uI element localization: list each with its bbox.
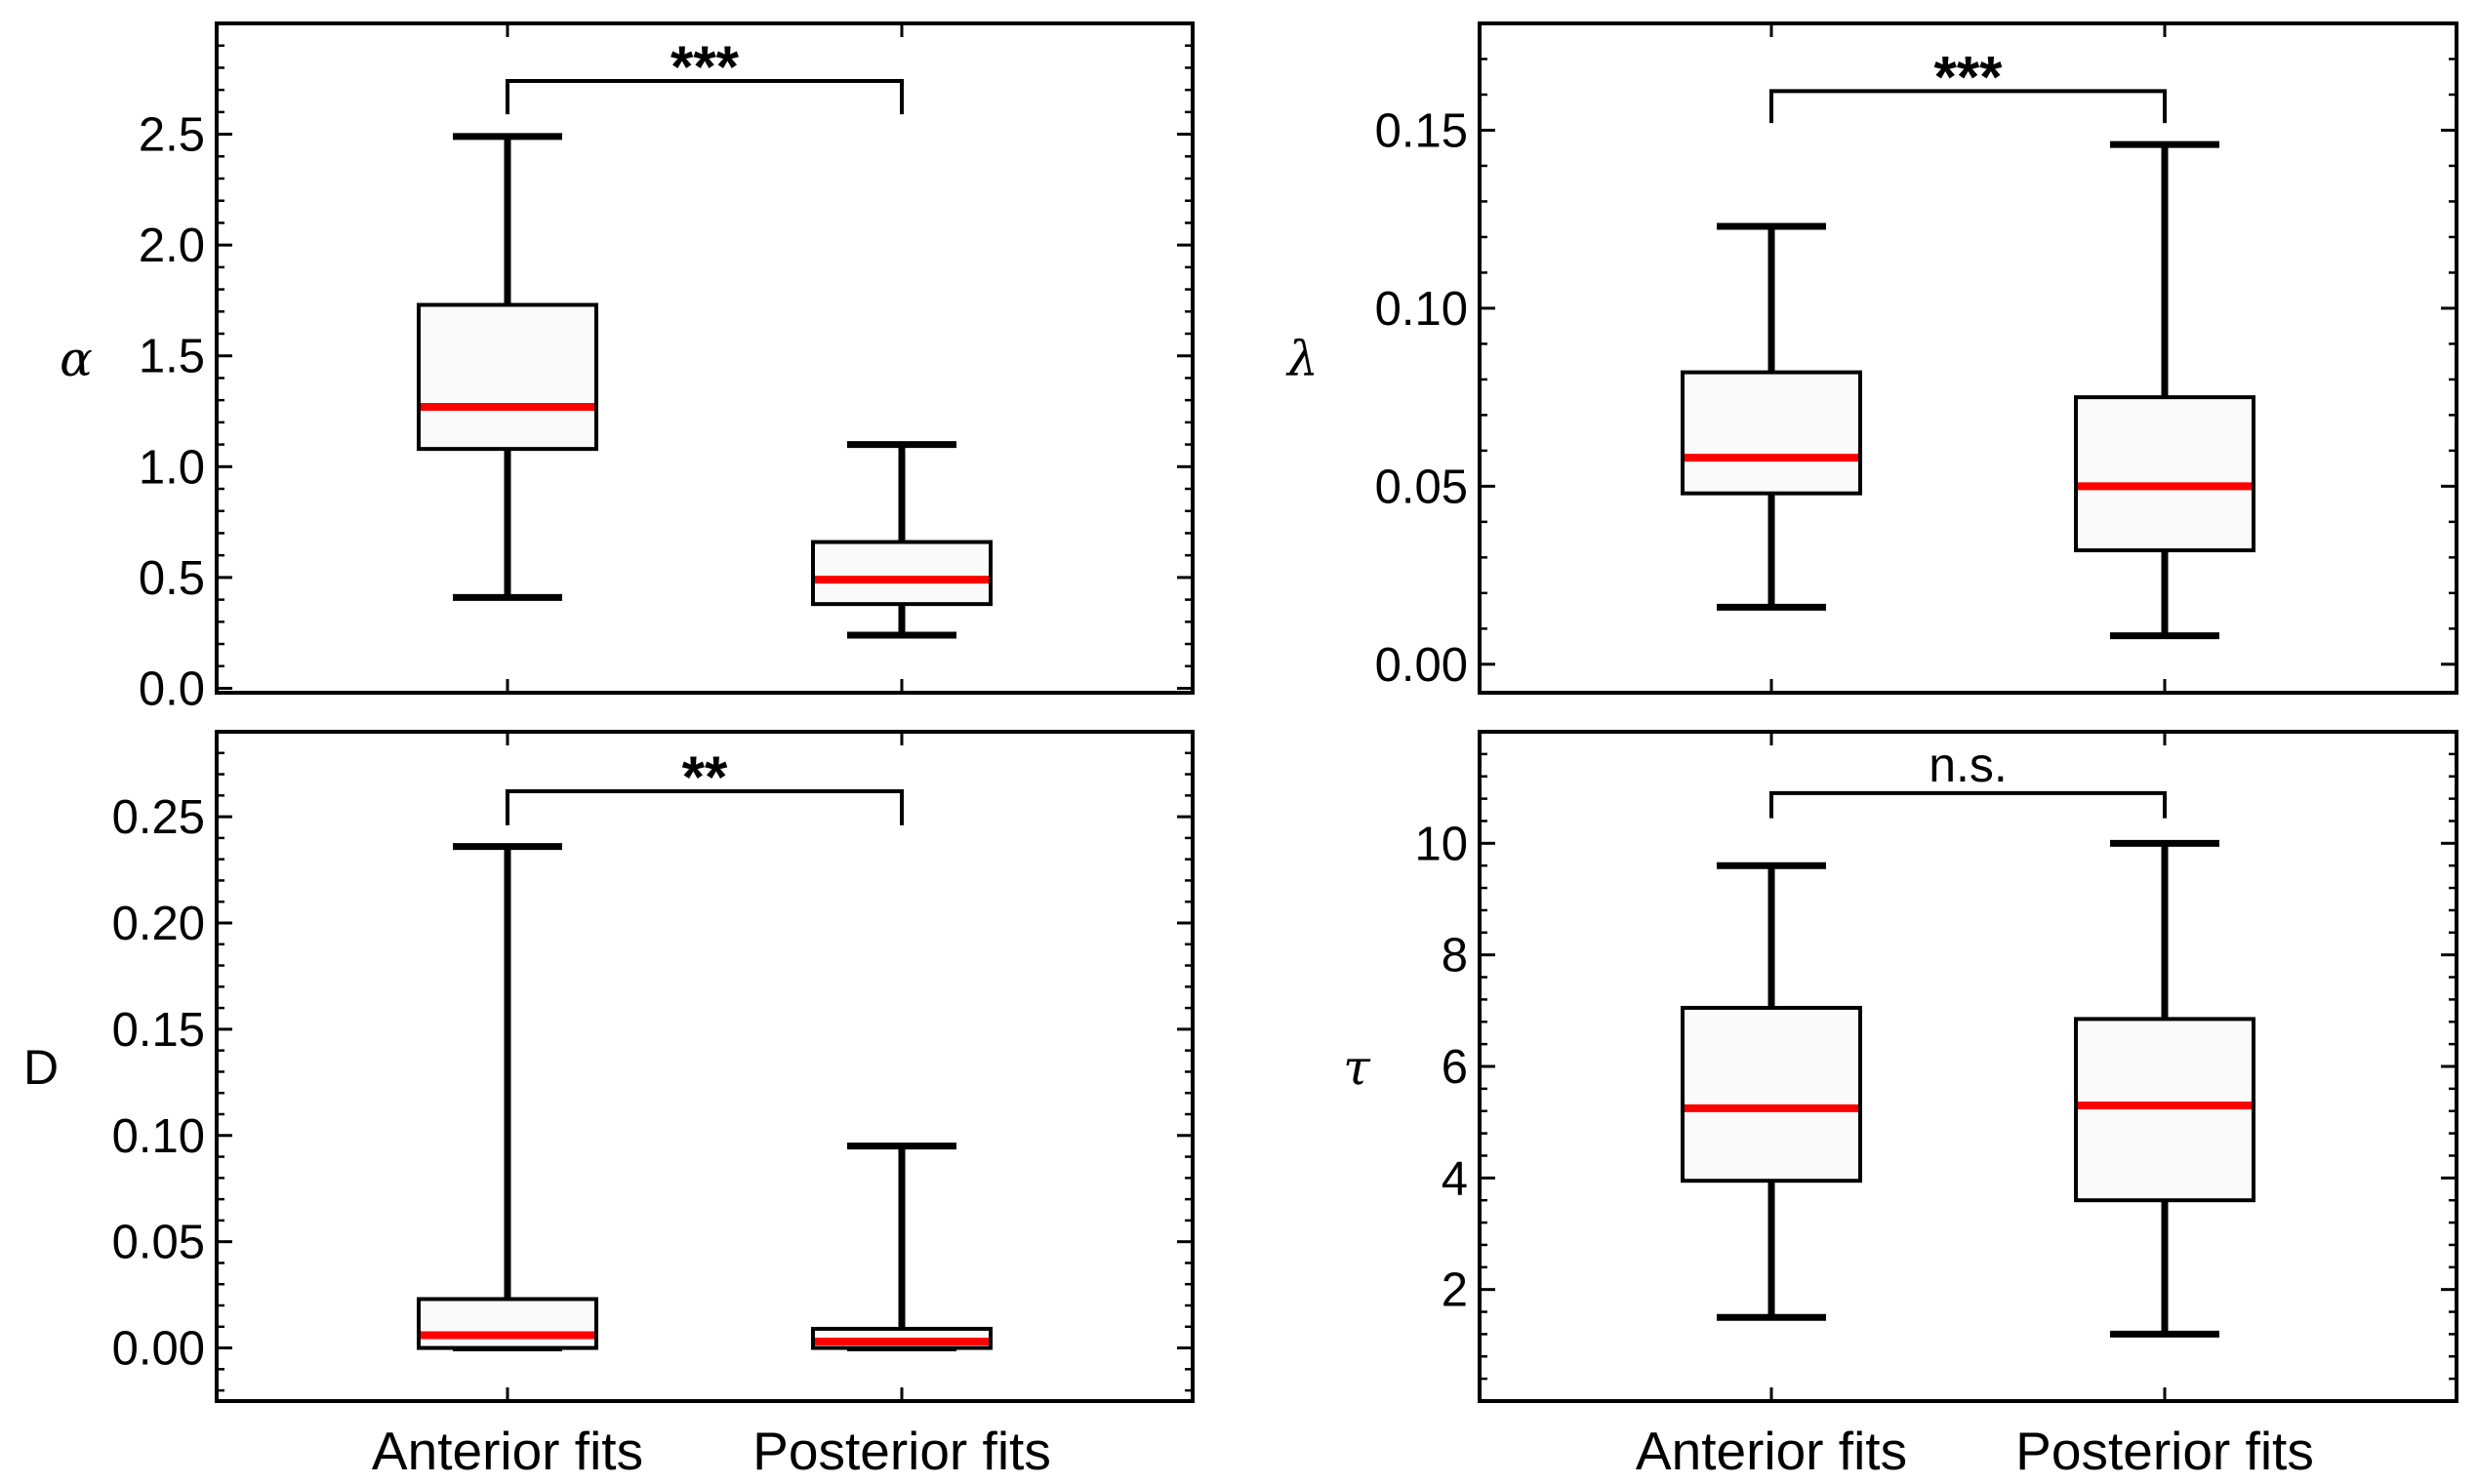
iqr-box bbox=[1681, 370, 1862, 496]
y-tick-label: 8 bbox=[1442, 930, 1468, 983]
y-tick-label: 0.0 bbox=[139, 662, 205, 715]
x-category-label: Posterior fits bbox=[2015, 1421, 2314, 1481]
panel-top-right: 0.00 0.05 0.10 0.15 λ *** bbox=[1285, 21, 2458, 695]
significance-bracket: ** bbox=[506, 744, 904, 825]
y-axis-label: λ bbox=[1285, 331, 1319, 387]
box-posterior bbox=[811, 441, 993, 639]
bracket-line bbox=[1769, 89, 2167, 124]
iqr-box bbox=[2074, 395, 2255, 553]
significance-label: *** bbox=[670, 34, 740, 100]
significance-bracket: *** bbox=[506, 34, 904, 115]
box-posterior bbox=[2074, 140, 2255, 640]
panel-top-left: 0.0 0.5 1.0 1.5 2.0 2.5 α *** bbox=[60, 21, 1195, 715]
y-axis-label: D bbox=[23, 1040, 59, 1095]
significance-label: *** bbox=[1933, 44, 2003, 109]
y-tick-label: 0.25 bbox=[112, 791, 205, 844]
x-category-label: Anterior fits bbox=[1636, 1421, 1907, 1481]
x-category-label: Posterior fits bbox=[752, 1421, 1051, 1481]
y-tick-label: 4 bbox=[1442, 1152, 1468, 1205]
significance-bracket: *** bbox=[1769, 44, 2167, 124]
y-tick-label: 0.00 bbox=[1375, 639, 1468, 692]
y-tick-label: 1.5 bbox=[139, 331, 205, 383]
significance-label: ** bbox=[682, 744, 728, 810]
box-anterior bbox=[1681, 222, 1862, 611]
bracket-line bbox=[1769, 790, 2167, 819]
box-anterior bbox=[417, 843, 598, 1352]
y-tick-label: 0.15 bbox=[112, 1004, 205, 1057]
panels: 0.0 0.5 1.0 1.5 2.0 2.5 α *** 0.00 0.05 0.10 0.15 λ *… bbox=[23, 21, 2458, 1481]
plot-frame bbox=[215, 730, 1195, 1403]
y-axis-label: α bbox=[60, 331, 93, 387]
y-tick-label: 0.15 bbox=[1375, 104, 1468, 157]
box-posterior bbox=[2074, 839, 2255, 1338]
y-tick-label: 0.5 bbox=[139, 552, 205, 605]
y-axis-label: τ bbox=[1343, 1039, 1371, 1096]
y-tick-label: 0.10 bbox=[1375, 283, 1468, 336]
iqr-box bbox=[417, 302, 598, 452]
y-tick-label: 2 bbox=[1442, 1264, 1468, 1317]
y-tick-label: 1.0 bbox=[139, 441, 205, 494]
panel-bottom-right: 2 4 6 8 10 τ n.s. Anterior fits Posterior fits bbox=[1343, 730, 2458, 1481]
iqr-box bbox=[2074, 1017, 2255, 1203]
plot-frame bbox=[1478, 21, 2458, 695]
significance-bracket: n.s. bbox=[1769, 738, 2167, 819]
iqr-box bbox=[811, 540, 993, 607]
y-tick-label: 0.20 bbox=[112, 898, 205, 950]
bracket-line bbox=[506, 788, 904, 825]
iqr-box bbox=[1681, 1005, 1862, 1183]
y-tick-label: 10 bbox=[1414, 818, 1468, 870]
plot-frame bbox=[215, 21, 1195, 695]
y-tick-label: 6 bbox=[1442, 1041, 1468, 1094]
y-tick-label: 2.0 bbox=[139, 220, 205, 272]
y-tick-label: 0.10 bbox=[112, 1110, 205, 1163]
y-tick-label: 0.05 bbox=[1375, 461, 1468, 513]
box-anterior bbox=[417, 133, 598, 601]
box-anterior bbox=[1681, 862, 1862, 1321]
y-tick-label: 0.05 bbox=[112, 1217, 205, 1269]
y-tick-label: 2.5 bbox=[139, 109, 205, 162]
iqr-box bbox=[417, 1297, 598, 1350]
significance-label: n.s. bbox=[1929, 738, 2008, 792]
panel-bottom-left: 0.00 0.05 0.10 0.15 0.20 0.25 D ** Anterior fits… bbox=[23, 730, 1195, 1481]
bracket-line bbox=[506, 79, 904, 115]
box-posterior bbox=[811, 1143, 993, 1352]
x-category-label: Anterior fits bbox=[372, 1421, 643, 1481]
y-tick-label: 0.00 bbox=[112, 1323, 205, 1376]
